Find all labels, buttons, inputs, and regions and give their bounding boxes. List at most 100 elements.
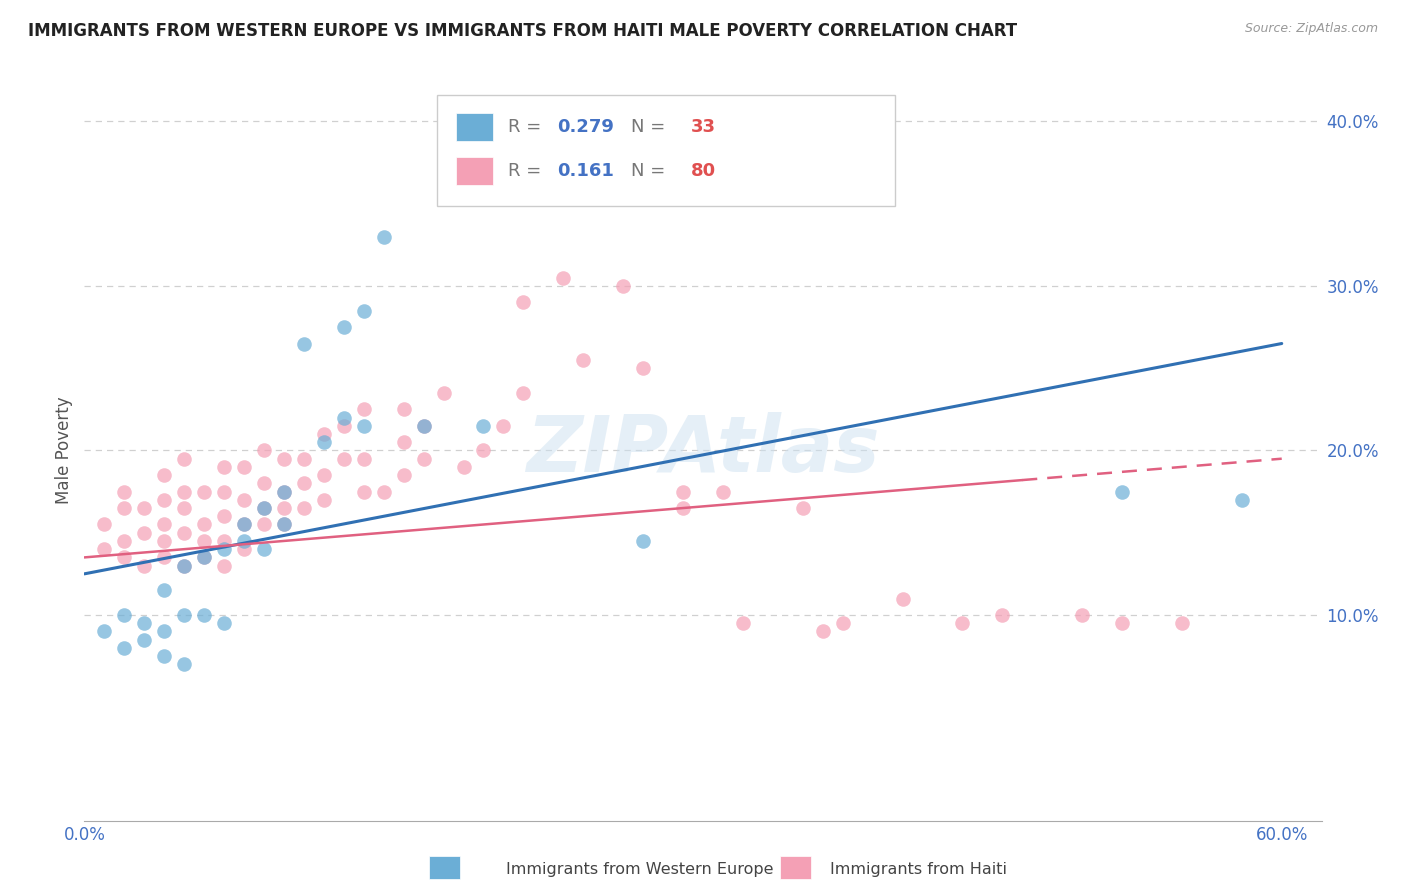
Point bbox=[472, 443, 495, 458]
Point bbox=[392, 468, 415, 483]
Point bbox=[193, 550, 215, 565]
Point bbox=[193, 550, 215, 565]
Point bbox=[273, 517, 295, 532]
Point bbox=[253, 501, 276, 516]
Point bbox=[233, 517, 256, 532]
Point bbox=[112, 501, 135, 516]
Point bbox=[1111, 616, 1133, 631]
Point bbox=[233, 542, 256, 557]
Text: Immigrants from Western Europe: Immigrants from Western Europe bbox=[506, 863, 773, 877]
Point bbox=[432, 385, 454, 400]
Text: Source: ZipAtlas.com: Source: ZipAtlas.com bbox=[1244, 22, 1378, 36]
Text: 33: 33 bbox=[690, 118, 716, 136]
Point bbox=[173, 657, 195, 672]
Point bbox=[153, 533, 176, 548]
Point bbox=[333, 451, 356, 466]
Point bbox=[173, 558, 195, 573]
Text: IMMIGRANTS FROM WESTERN EUROPE VS IMMIGRANTS FROM HAITI MALE POVERTY CORRELATION: IMMIGRANTS FROM WESTERN EUROPE VS IMMIGR… bbox=[28, 22, 1018, 40]
Point bbox=[711, 484, 734, 499]
Point bbox=[153, 517, 176, 532]
Point bbox=[312, 427, 335, 442]
Point bbox=[93, 624, 115, 639]
Text: 0.279: 0.279 bbox=[557, 118, 614, 136]
Point bbox=[193, 533, 215, 548]
Point bbox=[273, 501, 295, 516]
Point bbox=[292, 501, 315, 516]
Point bbox=[631, 361, 654, 376]
Point bbox=[253, 517, 276, 532]
Point bbox=[253, 476, 276, 491]
Point bbox=[392, 435, 415, 450]
Point bbox=[153, 583, 176, 598]
Point bbox=[173, 558, 195, 573]
Point bbox=[93, 517, 115, 532]
Point bbox=[233, 492, 256, 507]
Text: R =: R = bbox=[508, 162, 553, 180]
Text: N =: N = bbox=[631, 118, 671, 136]
Point bbox=[453, 459, 475, 474]
Text: 0.161: 0.161 bbox=[557, 162, 614, 180]
Point bbox=[193, 484, 215, 499]
Point bbox=[292, 451, 315, 466]
Point bbox=[312, 492, 335, 507]
Point bbox=[831, 616, 853, 631]
Point bbox=[572, 353, 595, 368]
Point bbox=[512, 295, 534, 310]
Point bbox=[134, 525, 156, 540]
Point bbox=[672, 484, 695, 499]
Point bbox=[173, 607, 195, 622]
Point bbox=[212, 509, 235, 524]
Text: ZIPAtlas: ZIPAtlas bbox=[526, 412, 880, 489]
Point bbox=[492, 418, 515, 433]
FancyBboxPatch shape bbox=[456, 113, 492, 141]
Point bbox=[373, 484, 395, 499]
Point bbox=[292, 476, 315, 491]
Point bbox=[253, 443, 276, 458]
Point bbox=[134, 558, 156, 573]
Point bbox=[273, 484, 295, 499]
Point bbox=[253, 501, 276, 516]
Point bbox=[153, 649, 176, 664]
Point bbox=[173, 525, 195, 540]
Point bbox=[212, 484, 235, 499]
Point bbox=[173, 484, 195, 499]
Point bbox=[952, 616, 974, 631]
Point bbox=[253, 542, 276, 557]
Point bbox=[273, 517, 295, 532]
Point bbox=[891, 591, 914, 606]
Point bbox=[153, 492, 176, 507]
FancyBboxPatch shape bbox=[437, 95, 894, 206]
Point bbox=[112, 550, 135, 565]
Point bbox=[333, 410, 356, 425]
Text: N =: N = bbox=[631, 162, 671, 180]
Text: Immigrants from Haiti: Immigrants from Haiti bbox=[830, 863, 1007, 877]
Point bbox=[412, 418, 434, 433]
Point bbox=[112, 484, 135, 499]
Text: 80: 80 bbox=[690, 162, 716, 180]
Point bbox=[273, 484, 295, 499]
Point bbox=[353, 451, 375, 466]
Point bbox=[672, 501, 695, 516]
Point bbox=[353, 484, 375, 499]
Point bbox=[233, 459, 256, 474]
Point bbox=[153, 468, 176, 483]
Point bbox=[1111, 484, 1133, 499]
Point bbox=[153, 550, 176, 565]
Point bbox=[193, 517, 215, 532]
Point bbox=[553, 270, 575, 285]
Point bbox=[333, 418, 356, 433]
Point bbox=[193, 607, 215, 622]
Point bbox=[134, 616, 156, 631]
FancyBboxPatch shape bbox=[456, 157, 492, 186]
Point bbox=[233, 533, 256, 548]
Point bbox=[392, 402, 415, 417]
Point bbox=[731, 616, 754, 631]
Text: R =: R = bbox=[508, 118, 547, 136]
Point bbox=[212, 558, 235, 573]
Point bbox=[1171, 616, 1194, 631]
Point bbox=[312, 468, 335, 483]
Point bbox=[412, 418, 434, 433]
Point bbox=[991, 607, 1014, 622]
Point bbox=[312, 435, 335, 450]
Point bbox=[173, 451, 195, 466]
